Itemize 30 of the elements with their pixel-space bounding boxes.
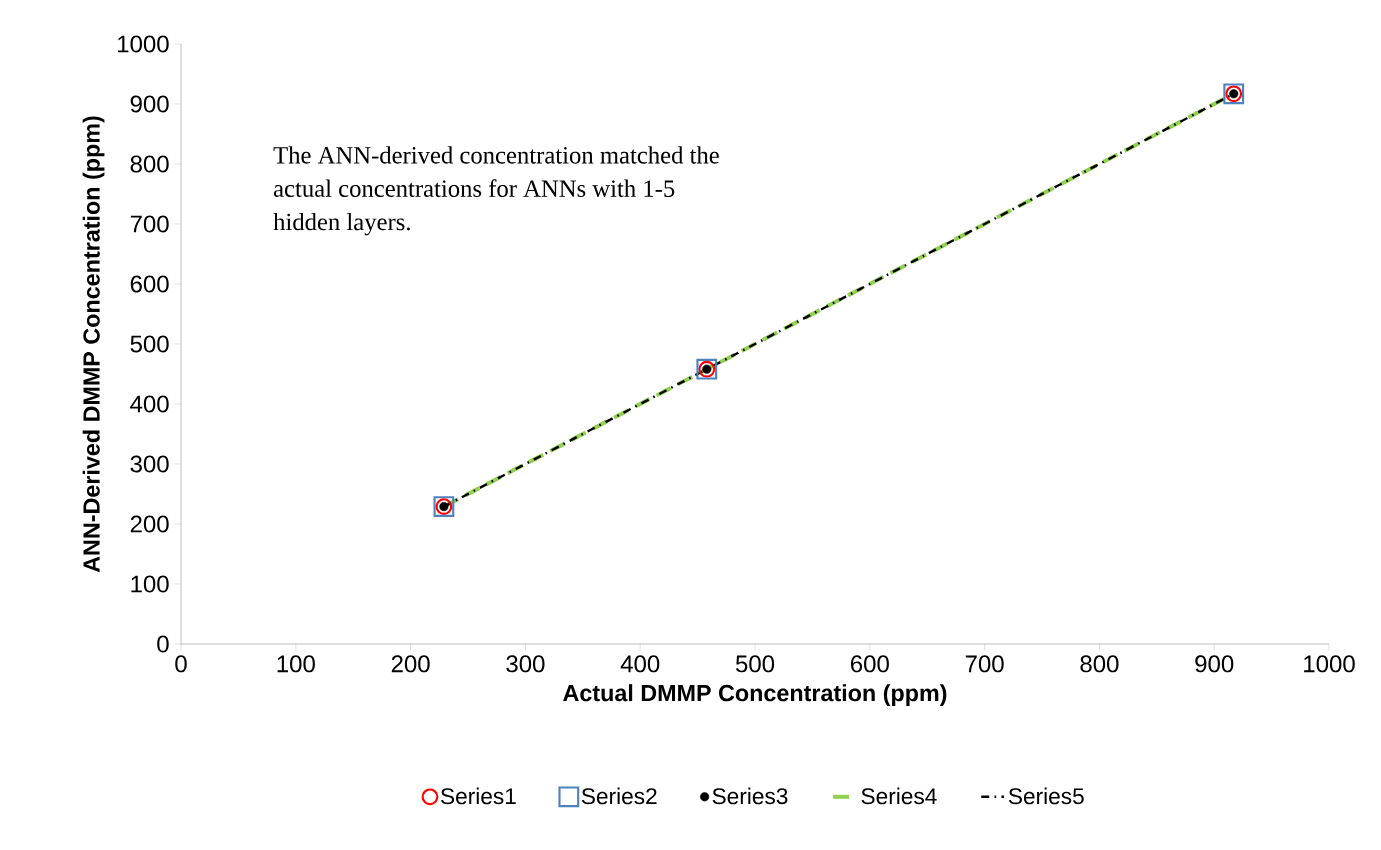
- legend-label: Series3: [712, 787, 788, 805]
- legend-label: Series5: [1008, 787, 1084, 805]
- y-tick-label: 800: [130, 155, 169, 173]
- y-tick-label: 700: [130, 215, 169, 233]
- x-tick-label: 600: [851, 655, 889, 673]
- y-tick-label: 500: [130, 335, 169, 353]
- x-tick-label: 200: [391, 655, 430, 673]
- legend-label: Series4: [861, 787, 937, 805]
- x-tick-label: 800: [1080, 655, 1119, 673]
- y-tick-label: 100: [131, 575, 169, 593]
- y-axis-title: ANN-Derived DMMP Concentration (ppm): [82, 116, 105, 573]
- y-tick-label: 200: [130, 515, 169, 533]
- x-tick-label: 500: [735, 655, 775, 673]
- x-tick-label: 300: [506, 655, 545, 673]
- x-tick-label: 1000: [1304, 655, 1355, 673]
- legend-label: Series2: [581, 787, 657, 805]
- annotation: The ANN-derived concentration matched the actual concentrations for ANNs with 1-5 hidden layers.: [273, 146, 719, 236]
- x-tick-label: 400: [620, 655, 660, 673]
- y-tick-label: 400: [130, 395, 169, 413]
- y-tick-label: 600: [130, 275, 169, 293]
- x-tick-label: 900: [1195, 655, 1234, 673]
- x-tick-label: 100: [277, 655, 315, 673]
- x-tick-label: 0: [175, 655, 187, 673]
- y-tick-label: 300: [130, 455, 169, 473]
- y-tick-label: 1000: [118, 35, 169, 53]
- legend-label: Series1: [441, 787, 516, 805]
- x-tick-label: 700: [965, 655, 1004, 673]
- y-tick-label: 0: [157, 635, 169, 653]
- y-tick-label: 900: [130, 95, 169, 113]
- x-axis-title: Actual DMMP Concentration (ppm): [563, 684, 947, 706]
